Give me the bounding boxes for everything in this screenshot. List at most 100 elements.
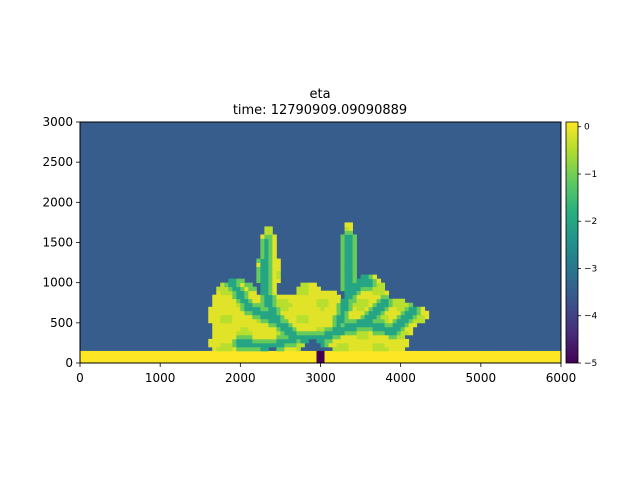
heatmap-cell [356, 290, 361, 296]
heatmap-cell [212, 330, 217, 336]
heatmap-cell [356, 358, 361, 364]
heatmap-cell [256, 266, 261, 272]
heatmap-cell [316, 310, 321, 316]
heatmap-cell [544, 358, 550, 364]
heatmap-cell [340, 346, 345, 352]
heatmap-cell [364, 358, 369, 364]
heatmap-cell [396, 322, 402, 328]
heatmap-cell [432, 354, 438, 360]
heatmap-cell [324, 294, 329, 300]
heatmap-cell [336, 298, 341, 304]
heatmap-cell [528, 354, 534, 360]
heatmap-cell [340, 270, 345, 276]
heatmap-cell [400, 310, 406, 316]
heatmap-cell [436, 350, 442, 356]
heatmap-cell [276, 346, 281, 352]
heatmap-cell [224, 358, 229, 364]
heatmap-cell [248, 346, 253, 352]
heatmap-cell [348, 302, 353, 308]
heatmap-cell [408, 354, 414, 360]
heatmap-cell [276, 350, 281, 356]
heatmap-cell [240, 326, 245, 332]
heatmap-cell [380, 294, 386, 300]
heatmap-cell [296, 350, 301, 356]
heatmap-cell [216, 310, 221, 316]
heatmap-cell [360, 334, 365, 340]
heatmap-cell [360, 310, 365, 316]
heatmap-cell [460, 350, 466, 356]
heatmap-cell [340, 338, 345, 344]
heatmap-cell [396, 326, 402, 332]
heatmap-cell [436, 358, 442, 364]
heatmap-cell [300, 298, 305, 304]
heatmap-cell [352, 254, 357, 259]
heatmap-cell [220, 294, 225, 300]
heatmap-cell [160, 358, 165, 364]
heatmap-cell [296, 302, 301, 308]
heatmap-cell [380, 310, 386, 316]
heatmap-cell [156, 354, 161, 360]
heatmap-cell [328, 338, 333, 344]
heatmap-cell [300, 290, 305, 296]
heatmap-cell [124, 358, 129, 364]
heatmap-cell [312, 334, 317, 340]
heatmap-cell [392, 338, 398, 344]
heatmap-cell [284, 342, 289, 348]
heatmap-cell [452, 350, 458, 356]
heatmap-cell [272, 322, 277, 328]
heatmap-cell [356, 298, 361, 304]
heatmap-cell [100, 358, 105, 364]
heatmap-cell [344, 278, 349, 284]
heatmap-cell [428, 358, 434, 364]
heatmap-cell [412, 306, 418, 312]
heatmap-cell [264, 306, 269, 312]
heatmap-cell [348, 326, 353, 332]
heatmap-cell [260, 358, 265, 364]
heatmap-cell [260, 322, 265, 328]
heatmap-cell [392, 302, 398, 308]
heatmap-cell [216, 338, 221, 344]
heatmap-cell [508, 358, 514, 364]
heatmap-cell [240, 342, 245, 348]
heatmap-cell [112, 350, 117, 356]
heatmap-cell [260, 294, 265, 300]
heatmap-cell [336, 322, 341, 328]
heatmap-cell [108, 358, 113, 364]
heatmap-cell [464, 354, 470, 360]
heatmap-cell [212, 350, 217, 356]
heatmap-cell [388, 326, 394, 332]
heatmap-cell [404, 314, 410, 320]
heatmap-cell [256, 334, 261, 340]
heatmap-cell [352, 262, 357, 267]
heatmap-cell [364, 314, 369, 320]
heatmap-cell [228, 338, 233, 344]
heatmap-cell [356, 286, 361, 292]
heatmap-cell [456, 358, 462, 364]
heatmap-cell [280, 310, 285, 316]
heatmap-cell [276, 322, 281, 328]
heatmap-cell [504, 358, 510, 364]
heatmap-cell [208, 314, 213, 320]
heatmap-cell [240, 330, 245, 336]
heatmap-cell [272, 342, 277, 348]
heatmap-cell [252, 358, 257, 364]
heatmap-cell [324, 306, 329, 312]
chart-title: eta [309, 87, 330, 102]
heatmap-cell [340, 322, 345, 328]
heatmap-cell [284, 326, 289, 332]
heatmap-cell [352, 314, 357, 320]
heatmap-cell [420, 306, 426, 312]
heatmap-cell [384, 350, 390, 356]
heatmap-cell [308, 298, 313, 304]
heatmap-cell [260, 238, 265, 243]
heatmap-cell [376, 350, 382, 356]
heatmap-cell [384, 354, 390, 360]
heatmap-cell [504, 350, 510, 356]
heatmap-cell [284, 358, 289, 364]
heatmap-cell [300, 350, 305, 356]
heatmap-cell [332, 350, 337, 356]
heatmap-cell [344, 322, 349, 328]
heatmap-cell [276, 266, 281, 272]
heatmap-cell [340, 326, 345, 332]
heatmap-cell [224, 282, 229, 288]
